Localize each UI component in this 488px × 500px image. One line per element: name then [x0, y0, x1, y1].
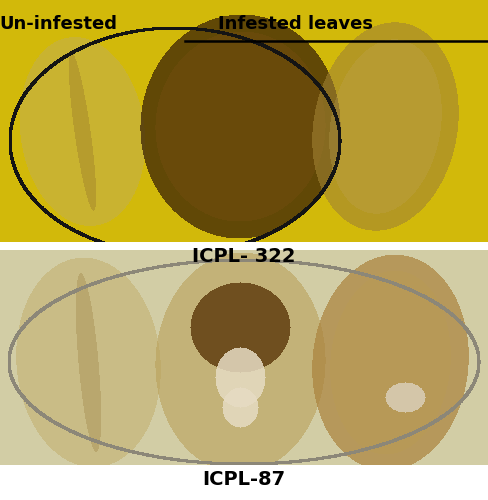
Text: ICPL- 322: ICPL- 322 [192, 247, 296, 266]
Text: Un-infested: Un-infested [0, 15, 117, 33]
Text: ICPL-87: ICPL-87 [203, 470, 285, 489]
Text: Infested leaves: Infested leaves [218, 15, 372, 33]
